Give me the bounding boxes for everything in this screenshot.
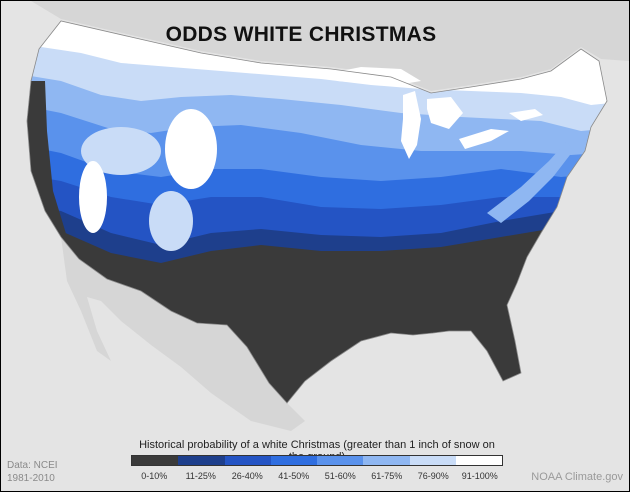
legend-label: 41-50% [278, 471, 310, 481]
legend-swatch-76-90 [409, 456, 456, 465]
sierra-snow-patch [79, 161, 107, 233]
legend-swatch-26-40 [224, 456, 271, 465]
great-lakes [331, 67, 543, 159]
publisher-credit: NOAA Climate.gov [531, 471, 623, 483]
lake-ontario [509, 109, 543, 121]
legend-swatch-61-75 [363, 456, 410, 465]
lake-erie [459, 129, 509, 149]
legend-label: 76-90% [417, 471, 449, 481]
legend-color-bar [131, 455, 503, 466]
lake-huron [427, 97, 463, 129]
lake-michigan [401, 91, 421, 159]
wyoming-snow-patch [165, 109, 217, 189]
pacific-coast-strip [27, 81, 67, 237]
legend-label: 61-75% [371, 471, 403, 481]
legend-label: 0-10% [141, 471, 168, 481]
legend-swatch-0-10 [132, 456, 179, 465]
legend-label: 26-40% [231, 471, 263, 481]
data-period-credit: 1981-2010 [7, 473, 55, 484]
legend-label: 91-100% [461, 471, 498, 481]
legend-swatch-51-60 [317, 456, 364, 465]
mexico-land [61, 237, 305, 431]
data-source-credit: Data: NCEI [7, 460, 58, 471]
legend-swatch-41-50 [270, 456, 317, 465]
legend-label: 51-60% [324, 471, 356, 481]
canada-land [1, 1, 629, 91]
legend-labels: 0-10% 11-25% 26-40% 41-50% 51-60% 61-75%… [131, 471, 503, 481]
legend-swatch-11-25 [178, 456, 225, 465]
lake-superior [331, 67, 421, 85]
us-outline [26, 20, 608, 404]
colorado-snow-patch [149, 191, 193, 251]
legend-swatch-91-100 [455, 456, 502, 465]
appalachian-snow-ridge [487, 141, 573, 223]
legend-label: 11-25% [185, 471, 216, 481]
map-title: ODDS WHITE CHRISTMAS [165, 23, 437, 46]
rockies-snow-patch [81, 127, 161, 175]
